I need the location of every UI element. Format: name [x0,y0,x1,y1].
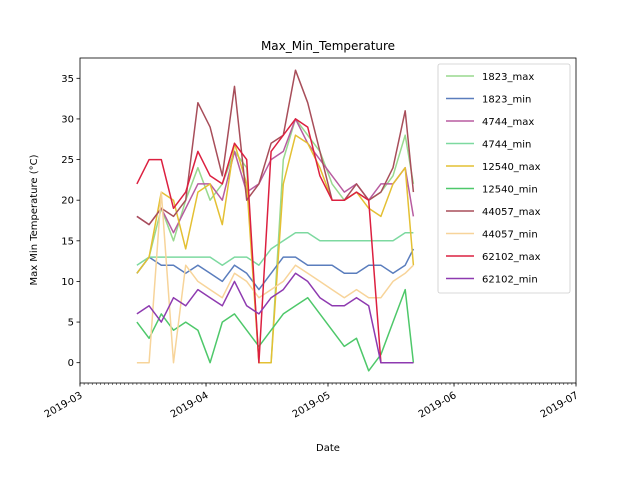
legend-label-44057_max: 44057_max [482,207,541,218]
series-line-4744_min [136,231,414,266]
legend: 1823_max 1823_min 4744_max 4744_min 12540_ma… [437,63,571,294]
legend-label-1823_max: 1823_max [482,72,534,83]
series-line-4744_max [136,118,415,234]
series-line-44057_max [136,69,415,226]
series-layer [136,69,415,372]
y-tick-label: 15 [61,236,74,247]
legend-label-4744_max: 4744_max [482,117,534,128]
legend-label-1823_min: 1823_min [482,95,531,106]
y-tick-label: 10 [61,277,74,288]
legend-label-62102_min: 62102_min [482,275,538,286]
y-tick-label: 25 [61,155,74,166]
y-tick-label: 0 [68,358,74,369]
legend-label-62102_max: 62102_max [482,252,541,263]
legend-label-4744_min: 4744_min [482,140,531,151]
chart-title: Max_Min_Temperature [261,39,395,53]
y-axis-title: Max Min Temperature (°C) [29,154,40,285]
series-line-12540_min [136,288,415,372]
y-axis: 0 5 10 15 20 25 30 35 [61,74,80,369]
legend-label-12540_max: 12540_max [482,162,541,173]
x-axis-title: Date [316,443,340,454]
series-line-62102_max [136,118,414,364]
series-line-44057_min [136,191,414,364]
legend-label-44057_min: 44057_min [482,230,538,241]
y-tick-label: 30 [61,114,74,125]
series-line-12540_max [136,134,415,364]
legend-label-12540_min: 12540_min [482,185,538,196]
y-tick-label: 20 [61,196,74,207]
series-line-62102_min [136,272,414,364]
y-tick-label: 5 [68,318,74,329]
y-tick-label: 35 [61,74,74,85]
